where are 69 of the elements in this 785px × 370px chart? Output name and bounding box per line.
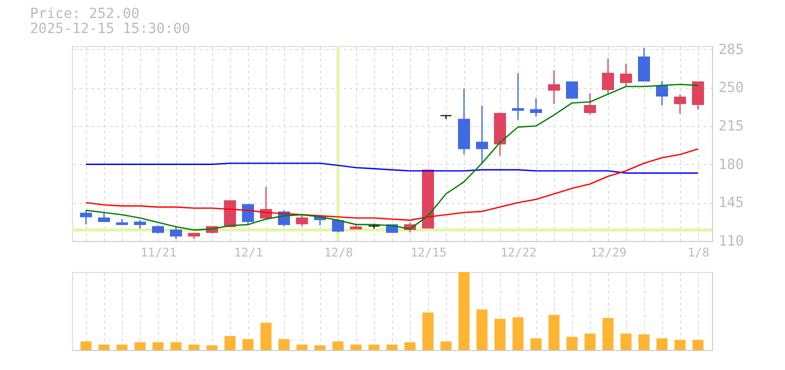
candlestick (566, 81, 578, 100)
bar (332, 341, 344, 350)
x-tick-label: 12/15 (410, 246, 447, 260)
bar (692, 340, 704, 350)
bar (386, 344, 398, 350)
bar (584, 334, 596, 350)
candlestick (530, 98, 542, 118)
bar (224, 336, 236, 350)
bar (476, 309, 488, 350)
bar (260, 322, 272, 350)
x-tick-label: 1/8 (688, 246, 710, 260)
bar (566, 336, 578, 350)
candlestick (170, 226, 182, 240)
candlestick (656, 80, 668, 106)
bar (494, 318, 506, 350)
bar (188, 344, 200, 350)
line-series (85, 162, 699, 174)
bar (314, 345, 326, 350)
y-tick-label: 250 (718, 80, 744, 96)
candlestick (296, 214, 308, 227)
candlestick (584, 92, 596, 115)
line-series (85, 148, 699, 221)
bar (98, 344, 110, 350)
bar (422, 312, 434, 350)
y-tick-label: 215 (718, 118, 744, 134)
candlestick (674, 94, 686, 114)
x-tick-label: 11/21 (140, 246, 177, 260)
bar (350, 344, 362, 350)
chart-subtitle: 2025-12-15 15:30:00 (30, 20, 190, 37)
y-tick-label: 285 (718, 42, 744, 58)
bar (548, 314, 560, 350)
candlestick (476, 104, 488, 165)
candlestick (332, 218, 344, 233)
y-tick-label: 110 (718, 234, 744, 250)
bar (242, 339, 254, 350)
bar (656, 338, 668, 350)
bar (368, 344, 380, 350)
candlestick (602, 58, 614, 94)
bar (116, 344, 128, 350)
candlestick (692, 81, 704, 110)
bar (80, 341, 92, 350)
bar (296, 344, 308, 350)
bar (440, 341, 452, 350)
bar (278, 339, 290, 350)
bar (530, 338, 542, 350)
candlestick (80, 209, 92, 226)
bar (206, 345, 218, 350)
candlestick (620, 63, 632, 88)
bar (620, 334, 632, 350)
x-tick-label: 12/1 (234, 246, 263, 260)
bar (602, 318, 614, 350)
x-tick-label: 12/8 (324, 246, 353, 260)
bar (512, 317, 524, 350)
candlestick (638, 48, 650, 82)
x-tick-label: 12/29 (590, 246, 627, 260)
candlestick (512, 72, 524, 120)
candlestick (548, 70, 560, 105)
bar (152, 342, 164, 350)
bar (674, 340, 686, 350)
y-tick-label: 145 (718, 195, 744, 212)
bar (458, 272, 470, 350)
candlestick (242, 204, 254, 224)
chart-title: Price: 252.00 (30, 6, 140, 22)
y-tick-label: 180 (718, 156, 744, 173)
bar (638, 334, 650, 350)
bar (134, 342, 146, 350)
bar (404, 342, 416, 350)
x-tick-label: 12/22 (500, 246, 537, 260)
bar (170, 342, 182, 350)
